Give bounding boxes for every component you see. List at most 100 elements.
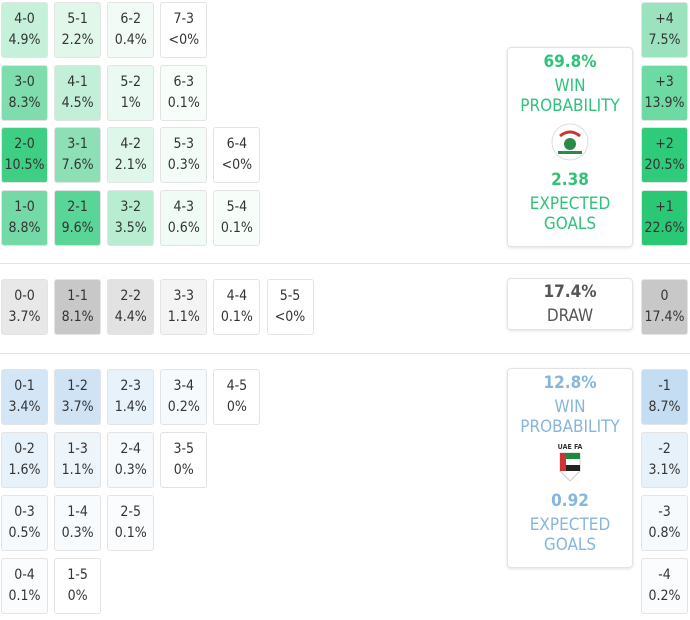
score-cell: 4-3 0.6%: [160, 190, 208, 246]
cell-label: 0-3: [14, 504, 35, 520]
home-xg-label: EXPECTED GOALS: [529, 194, 611, 234]
cell-label: 0-2: [14, 441, 35, 457]
cell-probability: 0.3%: [167, 157, 200, 173]
cell-label: 7-3: [173, 11, 195, 27]
cell-label: 2-3: [120, 378, 141, 394]
score-cell: 1-1 8.1%: [54, 279, 102, 335]
cell-label: 5-2: [120, 74, 141, 90]
cell-probability: <0%: [168, 32, 200, 48]
cell-label: 2-2: [120, 288, 141, 304]
cell-label: 4-1: [67, 74, 88, 90]
score-cell: 6-3 0.1%: [160, 65, 208, 121]
score-cell: 6-2 0.4%: [107, 2, 155, 58]
score-cell: 0-3 0.5%: [1, 495, 48, 551]
cell-label: 3-1: [67, 136, 88, 152]
draw-label: DRAW: [546, 306, 594, 326]
cell-label: 0: [660, 288, 669, 304]
cell-label: 5-1: [67, 11, 88, 27]
cell-label: 0-0: [14, 288, 35, 304]
score-cell: 1-0 8.8%: [1, 190, 48, 246]
cell-label: 5-5: [279, 288, 301, 304]
home-win-pct: 69.8%: [543, 52, 597, 72]
cell-label: +3: [655, 74, 674, 90]
cell-label: 1-2: [67, 378, 88, 394]
away-xg: 0.92: [551, 491, 589, 511]
score-cell: 0-1 3.4%: [1, 369, 48, 425]
score-cell: 0-0 3.7%: [1, 279, 48, 335]
cell-probability: 8.1%: [61, 309, 94, 325]
home-xg: 2.38: [551, 170, 589, 190]
away-xg-label: EXPECTED GOALS: [529, 515, 611, 555]
cell-probability: 0.3%: [61, 525, 94, 541]
score-cell: 5-5 <0%: [266, 279, 314, 335]
cell-label: 2-0: [14, 136, 35, 152]
away-logo: UAE FA: [550, 443, 590, 487]
cell-probability: 0.1%: [114, 525, 147, 541]
cell-label: -3: [658, 504, 671, 520]
home-win-label: WIN PROBABILITY: [520, 76, 620, 116]
score-cell: -3 0.8%: [641, 495, 688, 551]
cell-probability: 0.6%: [167, 220, 200, 236]
cell-probability: 4.5%: [61, 95, 94, 111]
score-cell: 1-4 0.3%: [54, 495, 102, 551]
cell-label: 2-1: [67, 199, 88, 215]
score-cell: 5-1 2.2%: [54, 2, 102, 58]
cell-label: +2: [655, 136, 674, 152]
cell-probability: 0.1%: [8, 588, 41, 604]
cell-probability: 0.3%: [114, 462, 147, 478]
cell-label: 4-2: [120, 136, 141, 152]
cell-probability: 13.9%: [644, 95, 685, 111]
score-cell: 2-4 0.3%: [107, 432, 155, 488]
cell-label: 1-0: [14, 199, 35, 215]
cell-probability: 3.7%: [61, 399, 94, 415]
away-summary: 12.8% WIN PROBABILITY UAE FA 0.92 EXPECT…: [507, 368, 633, 568]
score-cell: 4-4 0.1%: [213, 279, 261, 335]
score-cell: 3-4 0.2%: [160, 369, 208, 425]
cell-probability: 4.4%: [114, 309, 147, 325]
cell-label: 6-4: [226, 136, 248, 152]
cell-probability: 8.7%: [648, 399, 681, 415]
score-cell: 0-4 0.1%: [1, 558, 48, 614]
cell-label: 3-2: [120, 199, 141, 215]
cell-label: 6-3: [173, 74, 195, 90]
cell-probability: 1.1%: [61, 462, 94, 478]
score-cell: +2 20.5%: [641, 127, 688, 183]
away-win-label: WIN PROBABILITY: [520, 397, 620, 437]
score-cell: 3-0 8.3%: [1, 65, 48, 121]
cell-label: 1-5: [67, 567, 88, 583]
cell-probability: 0.1%: [220, 220, 253, 236]
cell-label: 1-1: [67, 288, 88, 304]
score-cell: 4-2 2.1%: [107, 127, 155, 183]
cell-label: 3-0: [14, 74, 35, 90]
score-cell: 5-2 1%: [107, 65, 155, 121]
cell-label: 2-4: [120, 441, 141, 457]
cell-probability: 3.7%: [8, 309, 41, 325]
cell-probability: <0%: [221, 157, 253, 173]
cell-probability: 22.6%: [644, 220, 685, 236]
cell-probability: 3.5%: [114, 220, 147, 236]
cell-probability: 9.6%: [61, 220, 94, 236]
score-cell: 3-2 3.5%: [107, 190, 155, 246]
score-cell: 2-3 1.4%: [107, 369, 155, 425]
cell-label: 0-1: [14, 378, 35, 394]
cell-probability: 8.3%: [8, 95, 41, 111]
score-cell: 3-1 7.6%: [54, 127, 102, 183]
separator: [0, 263, 690, 264]
away-logo-shield: [559, 452, 581, 482]
cell-label: 2-5: [120, 504, 141, 520]
score-cell: 2-2 4.4%: [107, 279, 155, 335]
draw-pct: 17.4%: [543, 282, 597, 302]
cell-probability: 1.4%: [114, 399, 147, 415]
cell-label: 5-4: [226, 199, 248, 215]
score-cell: 2-0 10.5%: [1, 127, 48, 183]
score-cell: 3-5 0%: [160, 432, 208, 488]
score-cell: +1 22.6%: [641, 190, 688, 246]
cell-probability: 17.4%: [644, 309, 685, 325]
home-summary: 69.8% WIN PROBABILITY 2.38 EXPECTED GOAL…: [507, 47, 633, 247]
away-win-pct: 12.8%: [543, 373, 597, 393]
cell-probability: 1.1%: [167, 309, 200, 325]
cell-label: 4-4: [226, 288, 248, 304]
cell-probability: 7.6%: [61, 157, 94, 173]
cell-probability: 2.2%: [61, 32, 94, 48]
